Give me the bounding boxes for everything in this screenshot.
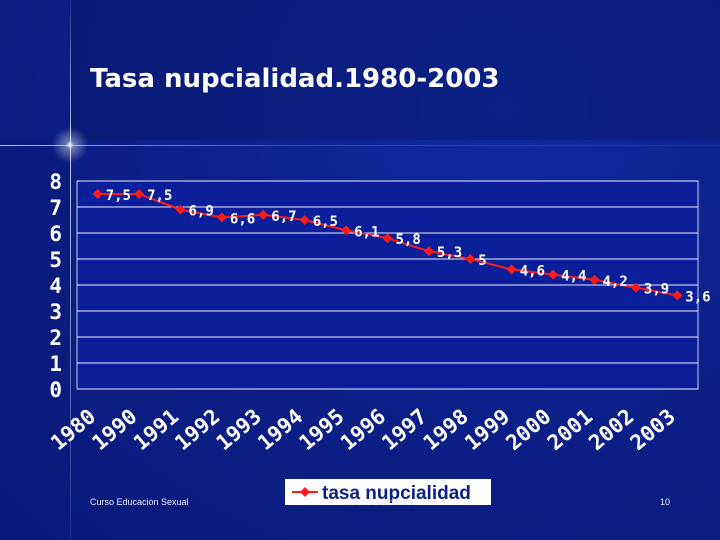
y-tick-label: 3 bbox=[49, 300, 62, 324]
y-tick-label: 0 bbox=[49, 378, 62, 402]
y-tick-label: 7 bbox=[49, 196, 62, 220]
x-tick-label: 2001 bbox=[543, 404, 597, 455]
legend-marker-swatch bbox=[300, 487, 310, 497]
footer-author: Electra González bbox=[346, 497, 415, 507]
x-tick-label: 2002 bbox=[584, 404, 638, 455]
data-label: 6,7 bbox=[271, 209, 296, 225]
legend-box bbox=[285, 479, 491, 505]
data-label: 3,6 bbox=[685, 289, 710, 305]
footer-course: Curso Educacion Sexual bbox=[90, 497, 189, 507]
data-point-marker bbox=[134, 189, 145, 199]
x-tick-label: 1993 bbox=[212, 404, 266, 455]
data-label: 7,5 bbox=[106, 188, 131, 204]
x-tick-label: 1996 bbox=[336, 404, 390, 455]
x-tick-label: 1990 bbox=[88, 404, 142, 455]
data-point-marker bbox=[548, 269, 559, 280]
data-label: 3,9 bbox=[644, 282, 669, 298]
x-tick-label: 1995 bbox=[295, 404, 349, 455]
data-point-marker bbox=[341, 225, 352, 236]
y-tick-label: 5 bbox=[49, 248, 62, 272]
data-point-marker bbox=[465, 254, 476, 264]
data-label: 6,5 bbox=[313, 214, 338, 230]
x-tick-label: 1994 bbox=[253, 404, 307, 455]
data-point-marker bbox=[299, 215, 310, 225]
data-point-marker bbox=[382, 233, 393, 244]
decorative-top-band bbox=[70, 0, 720, 140]
data-point-marker bbox=[175, 204, 186, 215]
x-tick-label: 1997 bbox=[377, 404, 431, 455]
data-point-marker bbox=[92, 189, 103, 199]
data-point-marker bbox=[506, 264, 517, 275]
data-label: 4,6 bbox=[520, 263, 545, 279]
data-point-marker bbox=[672, 290, 683, 301]
data-point-marker bbox=[423, 246, 434, 257]
data-point-marker bbox=[589, 274, 600, 285]
data-label: 6,6 bbox=[230, 211, 255, 227]
decorative-sparkle bbox=[40, 115, 100, 175]
slide-title: Tasa nupcialidad.1980-2003 bbox=[90, 64, 500, 94]
x-tick-label: 2000 bbox=[502, 404, 556, 455]
data-point-marker bbox=[630, 282, 641, 293]
data-label: 6,9 bbox=[189, 204, 214, 220]
footer-page-number: 10 bbox=[660, 497, 671, 507]
data-label: 5,8 bbox=[396, 232, 421, 248]
data-point-marker bbox=[216, 212, 227, 223]
data-point-marker bbox=[258, 209, 269, 220]
decorative-horizontal-line bbox=[0, 145, 720, 146]
x-tick-label: 1992 bbox=[170, 404, 224, 455]
data-label: 4,4 bbox=[561, 269, 586, 285]
x-tick-label: 1991 bbox=[129, 404, 183, 455]
y-tick-label: 4 bbox=[49, 274, 62, 298]
x-tick-label: 2003 bbox=[626, 404, 680, 455]
data-label: 7,5 bbox=[147, 188, 172, 204]
legend-entry: tasa nupcialidad bbox=[322, 483, 471, 504]
data-label: 6,1 bbox=[354, 224, 379, 240]
x-tick-label: 1980 bbox=[46, 404, 100, 455]
decorative-left-band bbox=[0, 140, 70, 540]
decorative-vertical-line bbox=[70, 0, 71, 540]
data-label: 4,2 bbox=[603, 274, 628, 290]
y-tick-label: 1 bbox=[49, 352, 62, 376]
y-tick-label: 8 bbox=[49, 170, 62, 194]
y-tick-label: 6 bbox=[49, 222, 62, 246]
x-tick-label: 1999 bbox=[460, 404, 514, 455]
x-tick-label: 1998 bbox=[419, 404, 473, 455]
data-label: 5 bbox=[478, 253, 486, 269]
y-tick-label: 2 bbox=[49, 326, 62, 350]
data-label: 5,3 bbox=[437, 245, 462, 261]
